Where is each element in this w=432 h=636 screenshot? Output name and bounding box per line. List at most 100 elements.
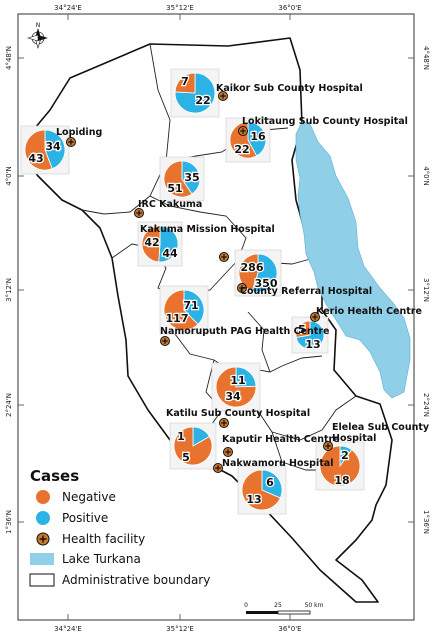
legend-boundary-label: Administrative boundary — [62, 573, 210, 587]
pie-slice-negative — [238, 253, 259, 292]
health-facility-icon — [219, 252, 229, 262]
legend-lake-swatch — [30, 553, 54, 565]
health-facility-icon — [218, 91, 228, 101]
pie-chart: 51 — [169, 422, 217, 470]
legend-negative-swatch — [36, 490, 50, 504]
north-arrow-label: N — [36, 22, 41, 29]
legend-boundary-swatch — [29, 573, 55, 587]
label-namoruputh: Namoruputh PAG Health Centre — [160, 326, 329, 337]
label-elelea: Elelea Sub County Hospital — [332, 422, 432, 444]
legend-facility-label: Health facility — [62, 532, 145, 546]
pie-label-negative: 18 — [334, 474, 349, 487]
pie-chart: 513 — [291, 316, 329, 354]
pie-slice-negative — [215, 366, 257, 408]
health-facility-icon — [219, 418, 229, 428]
pie-label-positive: 13 — [305, 338, 320, 351]
pie-slice-negative — [229, 121, 258, 159]
scale-label-25: 25 — [274, 602, 282, 609]
bottom-tick-2: 35°12'E — [166, 625, 194, 633]
pie-label-positive: 16 — [250, 130, 266, 143]
pie-label-negative: 5 — [298, 323, 306, 336]
pie-label-negative: 117 — [166, 312, 189, 325]
health-facility-icon — [223, 447, 233, 457]
top-tick-3: 36°0'E — [278, 4, 301, 12]
pie-slice-positive — [174, 72, 216, 114]
pie-slice-negative — [241, 469, 281, 511]
pie-slice-negative — [173, 426, 213, 466]
pie-slice-negative — [141, 225, 161, 263]
bottom-tick-3: 36°0'E — [278, 625, 301, 633]
label-kaputir: Kaputir Health Centre — [222, 434, 340, 445]
right-tick-3: 3°12'N — [422, 278, 430, 302]
legend-title: Cases — [30, 467, 79, 485]
pie-label-positive: 1 — [177, 430, 185, 443]
lake-turkana — [295, 121, 411, 399]
pie-slice-negative — [295, 320, 311, 338]
pie-label-positive: 11 — [230, 374, 245, 387]
right-tick-4: 2°24'N — [422, 393, 430, 417]
scale-label-50: 50 km — [305, 602, 324, 609]
pie-label-positive: 350 — [255, 277, 278, 290]
pie-label-negative: 5 — [182, 451, 190, 464]
legend-lake-label: Lake Turkana — [62, 552, 141, 566]
label-nakwamoru: Nakwamoru Hospital — [222, 458, 333, 469]
pie-slice-negative — [163, 160, 193, 198]
health-facility-icon — [134, 208, 144, 218]
health-facility-icon — [323, 441, 333, 451]
label-lopiding: Lopiding — [56, 127, 102, 138]
label-irc-kakuma: IRC Kakuma — [138, 199, 202, 210]
top-tick-2: 35°12'E — [166, 4, 194, 12]
pie-label-negative: 43 — [28, 152, 43, 165]
pie-label-negative: 286 — [241, 261, 264, 274]
north-arrow: N — [26, 22, 48, 50]
north-arrow-right — [38, 35, 48, 41]
pie-slice-positive — [235, 366, 257, 388]
pie-label-negative: 22 — [234, 143, 249, 156]
pie-slice-positive — [44, 129, 66, 170]
pie-label-negative: 34 — [225, 390, 241, 403]
health-facility-icon — [213, 463, 223, 473]
label-kakuma-mission: Kakuma Mission Hospital — [140, 224, 275, 235]
legend-positive-swatch — [36, 511, 50, 525]
label-lokitaung: Lokitaung Sub County Hospital — [242, 116, 408, 127]
pie-label-positive: 2 — [341, 449, 349, 462]
health-facility-icon — [66, 137, 76, 147]
pie-label-negative: 7 — [181, 75, 189, 88]
legend-negative-label: Negative — [62, 490, 116, 504]
right-tick-2: 4°0'N — [422, 166, 430, 186]
legend-facility-icon — [36, 532, 50, 546]
left-tick-2: 4°0'N — [5, 166, 13, 186]
label-county-referral: County Referral Hospital — [240, 286, 372, 297]
pie-chart: 13 6 — [237, 465, 287, 515]
pie-slice-negative — [163, 289, 199, 331]
top-tick-1: 34°24'E — [54, 4, 82, 12]
pie-label-positive: 34 — [45, 140, 61, 153]
health-facility-icon — [238, 126, 248, 136]
health-facility-icon — [310, 312, 320, 322]
health-facility-icon — [237, 283, 247, 293]
bottom-tick-1: 34°24'E — [54, 625, 82, 633]
pie-slice-positive — [158, 225, 179, 263]
left-tick-5: 1°36'N — [5, 510, 13, 534]
health-facility-icon — [160, 336, 170, 346]
pie-label-positive: 35 — [184, 171, 199, 184]
pie-slice-negative — [174, 72, 196, 94]
label-elelea-line-2: Hospital — [332, 433, 376, 444]
pie-label-negative: 13 — [246, 493, 261, 506]
pie-chart: 18 2 — [315, 441, 365, 491]
label-katilu: Katilu Sub County Hospital — [166, 408, 310, 419]
left-tick-3: 3°12'N — [5, 278, 13, 302]
legend: Cases Negative Positive Health facility … — [29, 467, 210, 587]
scale-label-0: 0 — [244, 602, 248, 609]
pie-slice-positive — [261, 469, 283, 499]
pie-slice-positive — [247, 121, 267, 157]
legend-positive-label: Positive — [62, 511, 108, 525]
